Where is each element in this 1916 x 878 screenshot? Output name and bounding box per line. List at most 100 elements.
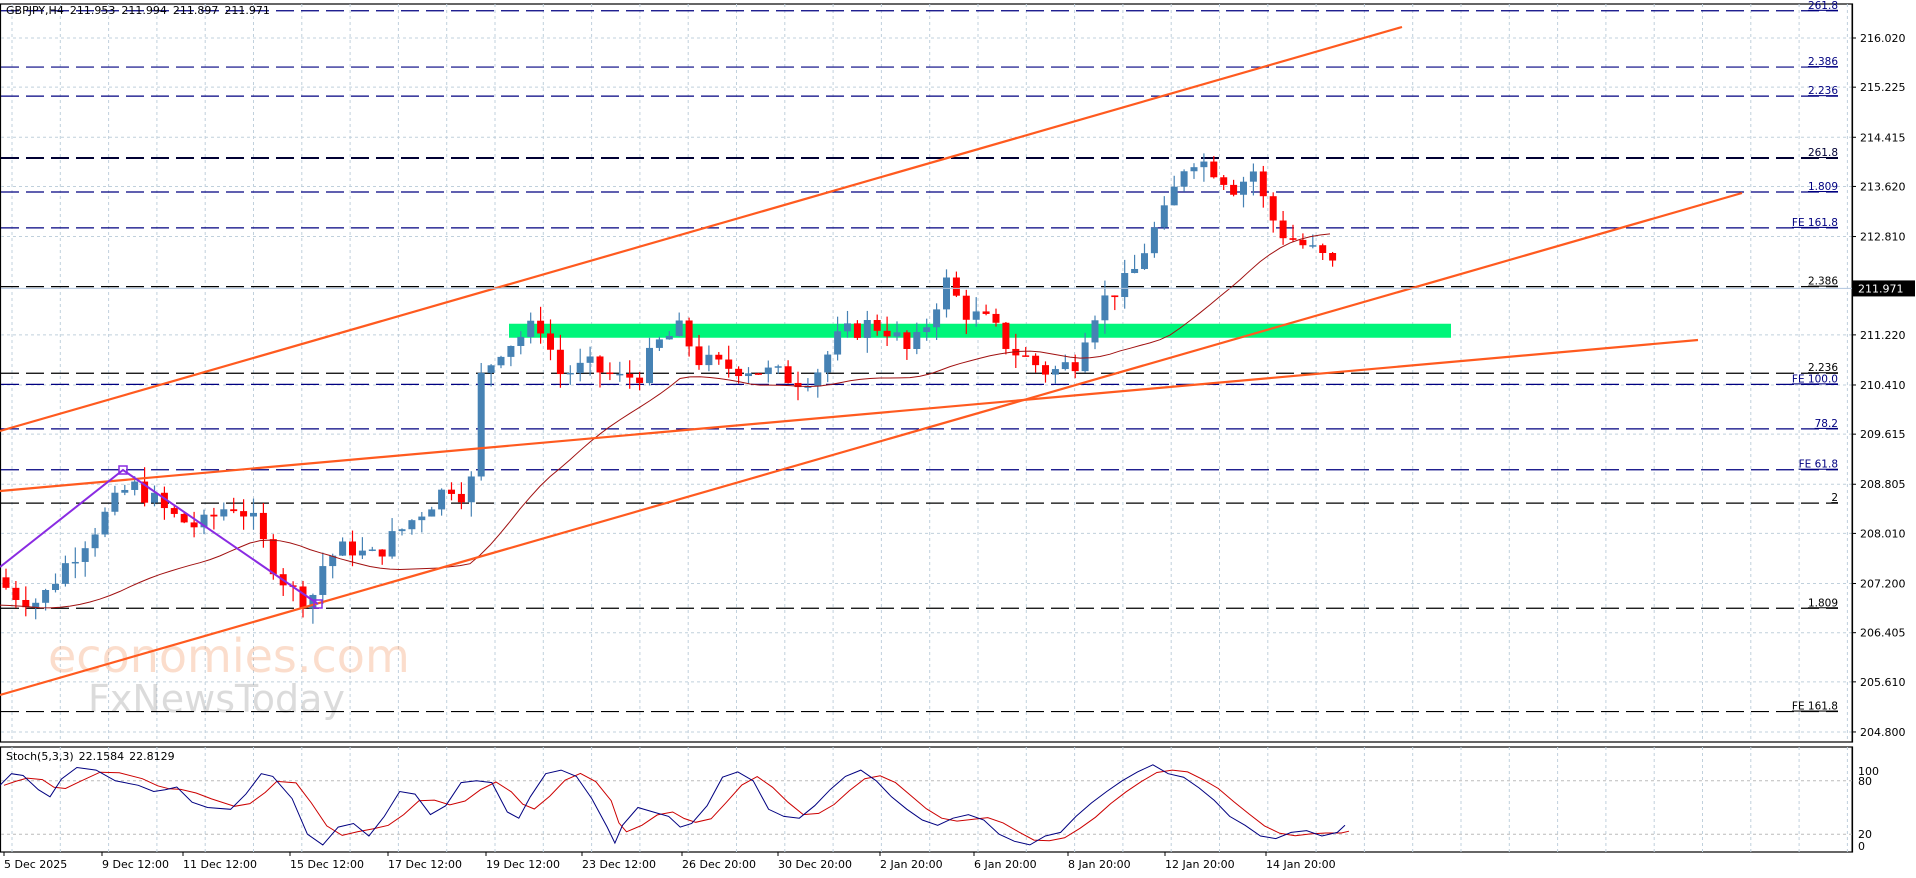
candle-bull bbox=[824, 354, 832, 373]
candle-bull bbox=[398, 529, 406, 532]
candle-bear bbox=[1329, 253, 1337, 261]
candle-bull bbox=[1180, 171, 1188, 187]
candle-bear bbox=[1319, 245, 1327, 254]
candle-bear bbox=[1279, 220, 1287, 239]
candle-bull bbox=[972, 311, 980, 320]
candle-bear bbox=[299, 586, 307, 609]
candle-bear bbox=[180, 513, 188, 523]
fib-level-label: 261.8 bbox=[1808, 147, 1838, 159]
fib-level-label: 2.236 bbox=[1808, 362, 1838, 374]
price-tick-label: 212.810 bbox=[1860, 231, 1906, 244]
price-tick-label: 211.220 bbox=[1860, 329, 1906, 342]
candle-bull bbox=[319, 566, 327, 595]
candle-bear bbox=[695, 346, 703, 366]
stochastic-signal-line[interactable] bbox=[3, 769, 1350, 842]
candles bbox=[2, 153, 1337, 624]
candle-bull bbox=[1121, 273, 1129, 298]
candle-bull bbox=[1141, 253, 1148, 269]
candle-bear bbox=[2, 577, 10, 588]
candle-bear bbox=[1269, 196, 1277, 221]
candle-bull bbox=[576, 362, 584, 373]
candle-bull bbox=[913, 332, 921, 349]
candle-bull bbox=[200, 514, 208, 528]
symbol-label: GBPJPY,H4 bbox=[6, 4, 64, 17]
candle-bear bbox=[596, 356, 604, 373]
candle-bear bbox=[903, 332, 911, 349]
candle-bull bbox=[121, 489, 129, 493]
zigzag-point-high[interactable] bbox=[118, 465, 128, 475]
candle-bull bbox=[844, 323, 851, 332]
stochastic-level-label: 20 bbox=[1858, 828, 1872, 841]
candle-bear bbox=[1032, 355, 1040, 366]
ohlc-open: 211.953 bbox=[69, 4, 116, 17]
candle-bull bbox=[616, 373, 624, 376]
candle-bull bbox=[358, 550, 366, 556]
zigzag-line[interactable] bbox=[0, 468, 319, 605]
time-tick-label: 17 Dec 12:00 bbox=[388, 858, 462, 871]
fib-level-label: 78.2 bbox=[1815, 418, 1838, 430]
candle-bull bbox=[814, 372, 822, 387]
candle-bear bbox=[784, 366, 792, 383]
candle-bull bbox=[517, 336, 525, 346]
candle-bear bbox=[1022, 355, 1030, 357]
candle-bull bbox=[1170, 186, 1178, 206]
trendline-lower-channel[interactable] bbox=[0, 191, 1743, 697]
candle-bull bbox=[646, 347, 653, 384]
price-tick-label: 213.620 bbox=[1860, 180, 1906, 193]
candle-bear bbox=[725, 359, 733, 369]
candle-bull bbox=[61, 563, 69, 584]
candle-bull bbox=[566, 372, 574, 375]
candle-bull bbox=[131, 481, 139, 490]
candle-bull bbox=[1190, 167, 1198, 172]
candle-bull bbox=[467, 476, 475, 503]
fib-level-label: FE 161.8 bbox=[1792, 217, 1838, 229]
time-tick-label: 23 Dec 12:00 bbox=[582, 858, 656, 871]
candle-bull bbox=[497, 356, 505, 366]
fibonacci-levels: 261.8 2.386 2.236 261.8 1.809 FE 161.8 2.386 2.… bbox=[1, 0, 1838, 713]
trendline-upper-channel[interactable] bbox=[0, 25, 1403, 433]
candle-bull bbox=[1091, 320, 1099, 343]
zigzag-point-low[interactable] bbox=[313, 599, 323, 609]
stochastic-level-label: 100 bbox=[1858, 765, 1879, 778]
candle-bull bbox=[655, 339, 663, 348]
candle-bull bbox=[250, 512, 257, 517]
candle-bear bbox=[349, 541, 356, 556]
support-zone[interactable] bbox=[509, 323, 1451, 338]
candle-bull bbox=[586, 356, 594, 363]
time-tick-label: 9 Dec 12:00 bbox=[102, 858, 169, 871]
candle-bull bbox=[81, 548, 89, 562]
stochastic-panel-frame bbox=[0, 746, 1854, 853]
candle-bull bbox=[368, 549, 376, 551]
stochastic-main-line[interactable] bbox=[0, 764, 1346, 846]
symbol-header: GBPJPY,H4 211.953 211.994 211.897 211.971 bbox=[6, 4, 276, 17]
candle-bull bbox=[1150, 227, 1158, 254]
candle-bull bbox=[52, 583, 59, 591]
price-tick-label: 216.020 bbox=[1860, 32, 1906, 45]
price-tick-label: 204.800 bbox=[1860, 726, 1906, 739]
candle-bear bbox=[22, 599, 30, 608]
candle-bull bbox=[487, 365, 495, 373]
stochastic-level-label: 0 bbox=[1858, 840, 1865, 853]
trendline-mid[interactable] bbox=[0, 338, 1699, 493]
candle-bull bbox=[1200, 161, 1208, 168]
candle-bull bbox=[1081, 342, 1089, 372]
candle-bear bbox=[853, 323, 861, 338]
candle-bear bbox=[1042, 365, 1049, 375]
candle-bull bbox=[42, 590, 50, 603]
candle-bear bbox=[556, 349, 564, 375]
candle-bear bbox=[794, 382, 802, 388]
candle-bull bbox=[71, 561, 79, 564]
fib-level-label: 2.236 bbox=[1808, 85, 1838, 97]
candle-bull bbox=[804, 386, 812, 388]
time-tick-label: 14 Jan 20:00 bbox=[1266, 858, 1336, 871]
ohlc-high: 211.994 bbox=[121, 4, 167, 17]
stochastic-signal-value: 22.8129 bbox=[129, 750, 175, 763]
candle-bull bbox=[339, 541, 347, 556]
price-tick-label: 205.610 bbox=[1860, 676, 1906, 689]
moving-average-line[interactable] bbox=[0, 233, 1331, 609]
candle-bull bbox=[1101, 295, 1109, 321]
